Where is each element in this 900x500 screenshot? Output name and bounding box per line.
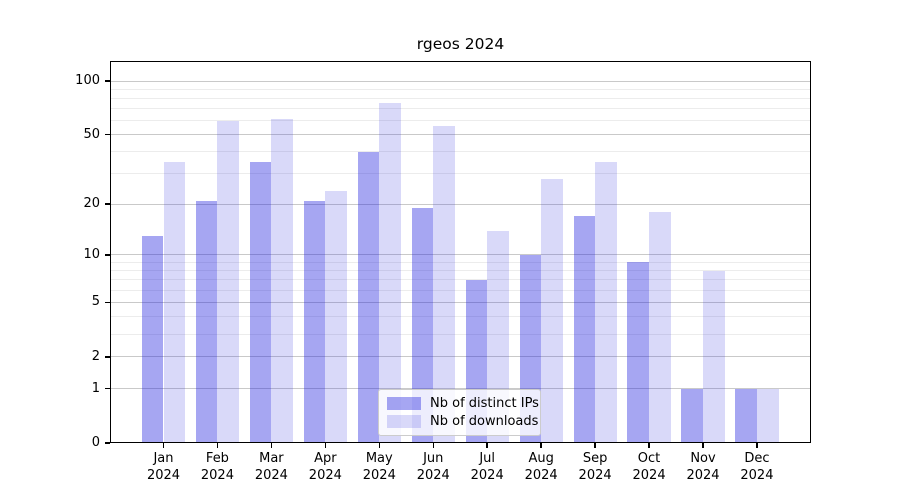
x-tick-label: Jun 2024 [416, 451, 450, 483]
y-gridline-minor [110, 97, 811, 99]
y-tick-label: 2 [91, 348, 100, 364]
x-tick-mark [702, 443, 704, 448]
x-tick-label: Feb 2024 [200, 451, 234, 483]
bar-downloads [541, 178, 563, 443]
bar-distinct-ips [141, 235, 164, 443]
bar-distinct-ips [735, 388, 757, 443]
legend-label: Nb of downloads [430, 414, 539, 430]
bar-downloads [271, 119, 293, 443]
x-tick-label: Dec 2024 [740, 451, 774, 483]
y-tick-mark [105, 387, 110, 390]
bar-downloads [595, 161, 617, 443]
x-tick-mark [162, 443, 165, 448]
y-gridline-minor [110, 88, 811, 90]
x-tick-mark [270, 443, 273, 448]
y-gridline-minor [110, 120, 811, 122]
y-gridline-minor [110, 333, 811, 335]
y-tick-label: 50 [83, 126, 100, 142]
x-tick-label: Sep 2024 [578, 451, 612, 483]
y-tick-label: 20 [83, 196, 100, 212]
bar-downloads [379, 103, 401, 443]
y-tick-mark [105, 442, 110, 444]
y-gridline-minor [110, 279, 811, 281]
y-tick-mark [105, 301, 110, 304]
chart-title: rgeos 2024 [416, 35, 505, 53]
bar-downloads [163, 161, 186, 443]
y-tick-label: 0 [91, 435, 100, 450]
x-tick-mark [648, 443, 650, 448]
x-tick-label: May 2024 [362, 451, 396, 483]
legend-swatch-distinct-ips [387, 396, 421, 410]
y-tick-mark [105, 203, 110, 205]
x-tick-label: Jan 2024 [146, 451, 181, 483]
x-tick-mark [756, 443, 758, 448]
y-tick-mark [105, 80, 110, 82]
bar-distinct-ips [573, 216, 596, 443]
y-tick-label: 100 [75, 73, 100, 88]
y-gridline-minor [110, 108, 811, 110]
y-gridline-major [110, 254, 811, 256]
y-gridline-minor [110, 261, 811, 263]
y-gridline-minor [110, 151, 811, 153]
bar-distinct-ips [411, 208, 434, 443]
bar-distinct-ips [627, 262, 650, 443]
x-tick-label: Aug 2024 [524, 451, 558, 483]
x-tick-mark [324, 443, 327, 448]
y-gridline-major [110, 301, 811, 303]
legend: Nb of distinct IPs Nb of downloads [378, 389, 541, 436]
bar-distinct-ips [681, 388, 703, 443]
x-tick-mark [432, 443, 434, 448]
y-gridline-minor [110, 270, 811, 272]
y-gridline-major [110, 80, 811, 82]
y-gridline-minor [110, 289, 811, 291]
bar-downloads [217, 120, 240, 443]
bar-downloads [756, 388, 779, 443]
x-tick-mark [540, 443, 542, 448]
y-tick-label: 1 [91, 380, 100, 396]
y-gridline-minor [110, 173, 811, 175]
y-gridline-major [110, 356, 811, 358]
x-tick-label: Oct 2024 [632, 451, 666, 483]
x-tick-label: Nov 2024 [686, 451, 720, 483]
bar-distinct-ips [195, 200, 218, 443]
y-gridline-major [110, 388, 811, 390]
x-tick-label: Mar 2024 [254, 451, 288, 483]
legend-entry: Nb of downloads [387, 414, 538, 429]
bar-distinct-ips [357, 151, 380, 443]
bar-distinct-ips [249, 161, 272, 443]
y-gridline-major [110, 134, 811, 136]
y-tick-label: 5 [91, 294, 100, 310]
legend-swatch-downloads [387, 415, 421, 429]
bar-downloads [649, 212, 671, 443]
bar-downloads [433, 125, 455, 443]
y-gridline-major [110, 203, 811, 205]
bar-downloads [703, 270, 725, 443]
x-tick-label: Apr 2024 [308, 451, 342, 483]
x-tick-mark [378, 443, 381, 448]
y-gridline-minor [110, 316, 811, 318]
bar-distinct-ips [303, 200, 326, 443]
x-tick-label: Jul 2024 [470, 451, 504, 483]
x-tick-mark [216, 443, 219, 448]
y-tick-mark [105, 254, 110, 256]
x-tick-mark [486, 443, 488, 448]
y-tick-label: 10 [83, 246, 100, 262]
y-tick-mark [105, 133, 110, 136]
bar-downloads [325, 190, 347, 443]
legend-entry: Nb of distinct IPs [387, 396, 539, 411]
x-tick-mark [594, 443, 596, 448]
legend-label: Nb of distinct IPs [430, 395, 539, 411]
y-tick-mark [105, 356, 110, 358]
